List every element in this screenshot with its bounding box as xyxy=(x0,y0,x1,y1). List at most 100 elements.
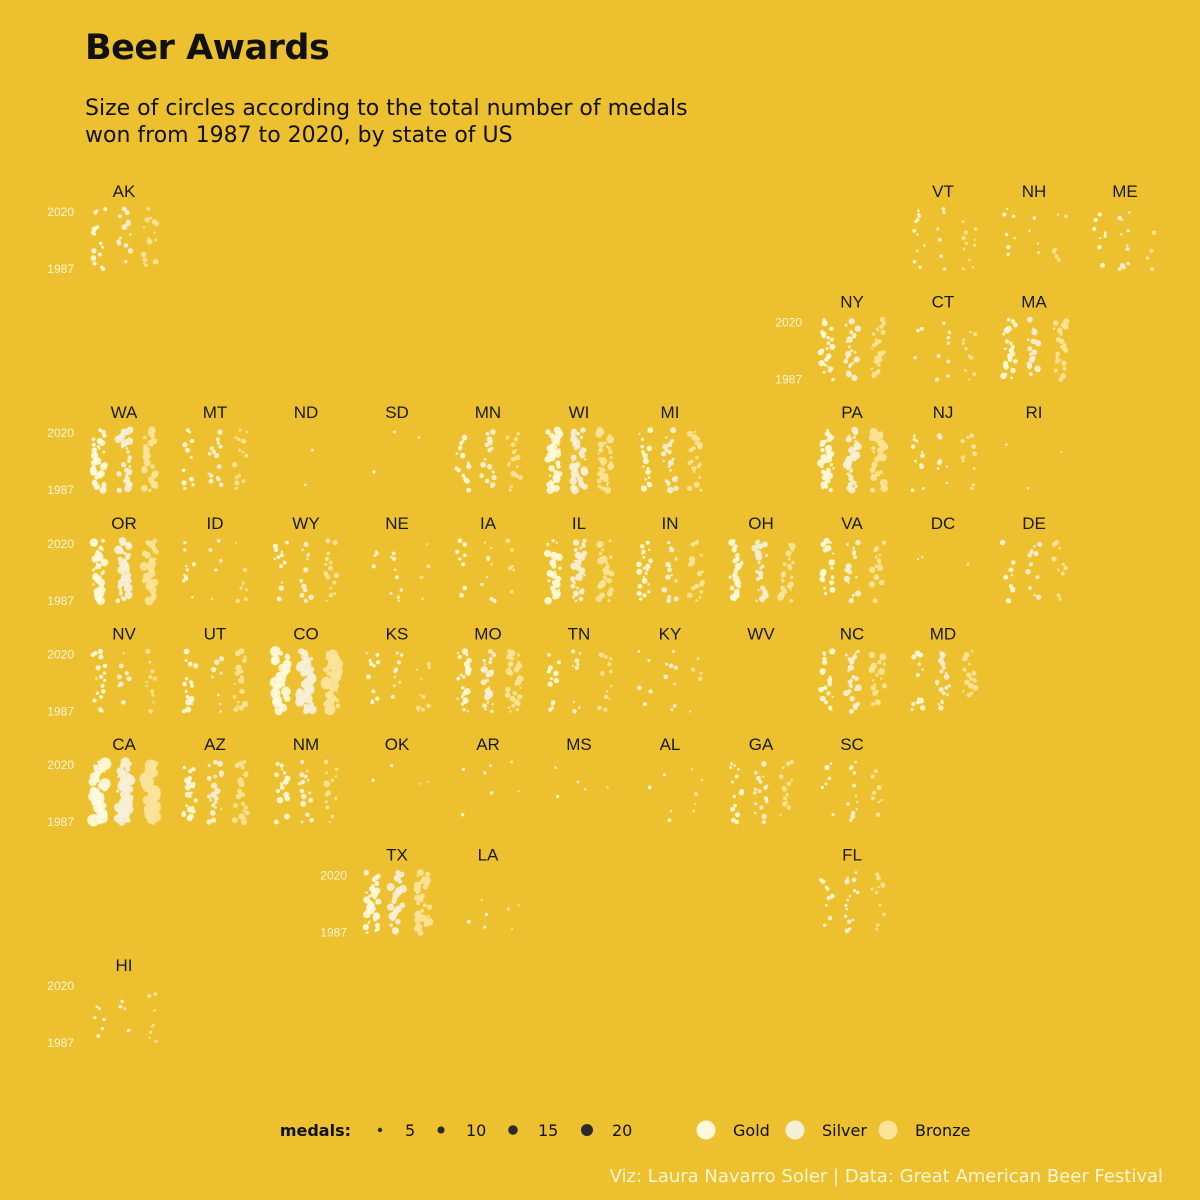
medal-point-gold xyxy=(368,920,371,923)
medal-point-silver xyxy=(1032,216,1037,220)
medal-point-gold xyxy=(96,437,104,445)
medal-point-silver xyxy=(126,1028,131,1033)
medal-point-silver xyxy=(214,568,218,572)
medal-point-gold xyxy=(824,591,828,596)
medal-point-silver xyxy=(847,689,852,694)
medal-point-silver xyxy=(845,563,852,570)
medal-point-bronze xyxy=(243,805,248,810)
medal-point-bronze xyxy=(153,557,157,561)
medal-point-gold xyxy=(463,688,471,695)
medal-point-bronze xyxy=(421,876,426,881)
medal-point-bronze xyxy=(785,792,789,797)
y-axis-max-label: 2020 xyxy=(320,869,347,883)
medal-point-bronze xyxy=(878,579,885,586)
medal-point-gold xyxy=(184,677,189,681)
medal-point-silver xyxy=(574,461,581,468)
medal-point-gold xyxy=(98,545,104,551)
medal-point-gold xyxy=(190,702,194,706)
medal-point-gold xyxy=(644,572,648,575)
medal-point-gold xyxy=(284,775,291,782)
medal-point-bronze xyxy=(699,488,703,492)
medal-point-bronze xyxy=(145,648,151,655)
medal-point-bronze xyxy=(882,662,887,666)
state-tile-mt: MT xyxy=(181,403,249,491)
medal-point-bronze xyxy=(426,904,433,910)
medal-point-silver xyxy=(299,772,305,778)
medal-point-bronze xyxy=(686,430,694,437)
medal-point-gold xyxy=(642,465,645,468)
medal-point-silver xyxy=(1030,548,1033,552)
medal-point-bronze xyxy=(1060,373,1067,379)
medal-point-gold xyxy=(916,328,920,333)
medal-point-silver xyxy=(121,206,127,212)
medal-point-bronze xyxy=(420,597,424,601)
medal-point-gold xyxy=(647,590,651,594)
medal-point-silver xyxy=(1031,327,1035,330)
medal-point-gold xyxy=(1097,245,1102,250)
medal-point-silver xyxy=(758,780,763,784)
medal-point-bronze xyxy=(1054,540,1060,546)
medal-point-gold xyxy=(646,466,650,470)
medal-point-silver xyxy=(575,586,580,590)
medal-point-silver xyxy=(855,701,860,707)
medal-point-gold xyxy=(732,794,736,799)
state-label: MA xyxy=(1021,293,1047,312)
medal-point-gold xyxy=(548,597,551,601)
medal-point-gold xyxy=(276,555,281,560)
state-label: AK xyxy=(113,182,136,201)
medal-point-gold xyxy=(1013,322,1018,328)
medal-point-bronze xyxy=(516,432,520,436)
medal-point-gold xyxy=(461,767,465,771)
medal-point-bronze xyxy=(325,538,331,544)
medal-point-bronze xyxy=(425,917,434,926)
medal-point-gold xyxy=(283,791,290,798)
medal-point-bronze xyxy=(330,778,335,782)
medal-point-silver xyxy=(574,559,582,566)
medal-point-gold xyxy=(281,581,284,584)
medal-point-gold xyxy=(279,553,284,558)
medal-point-gold xyxy=(912,437,916,441)
medal-point-silver xyxy=(760,564,765,569)
medal-point-silver xyxy=(846,336,853,343)
medal-point-bronze xyxy=(785,761,791,767)
medal-point-bronze xyxy=(416,910,420,915)
chart-caption: Viz: Laura Navarro Soler | Data: Great A… xyxy=(609,1166,1163,1187)
medal-point-silver xyxy=(667,540,671,545)
medal-point-gold xyxy=(273,819,279,825)
medal-point-bronze xyxy=(235,598,240,603)
medal-point-bronze xyxy=(418,782,421,785)
medal-point-gold xyxy=(648,689,653,694)
medal-point-gold xyxy=(454,466,459,471)
medal-point-silver xyxy=(853,555,858,560)
medal-point-bronze xyxy=(1150,266,1155,272)
medal-point-gold xyxy=(98,654,104,660)
state-label: MO xyxy=(474,624,501,643)
medal-point-gold xyxy=(98,241,103,246)
medal-point-bronze xyxy=(879,478,888,487)
medal-point-gold xyxy=(1006,252,1010,257)
medal-point-silver xyxy=(853,332,857,336)
medal-point-bronze xyxy=(961,341,965,345)
state-label: NV xyxy=(112,624,136,643)
state-label: NE xyxy=(385,514,409,533)
medal-point-gold xyxy=(824,478,831,484)
medal-point-bronze xyxy=(233,803,239,808)
medal-point-silver xyxy=(854,684,862,692)
medal-point-bronze xyxy=(875,812,881,817)
medal-point-gold xyxy=(95,1005,99,1009)
medal-point-silver xyxy=(389,592,393,595)
medal-point-gold xyxy=(732,575,740,583)
medal-point-bronze xyxy=(509,760,514,764)
medal-point-silver xyxy=(394,575,400,580)
medal-point-bronze xyxy=(236,437,241,442)
state-label: MD xyxy=(930,624,956,643)
medal-point-silver xyxy=(939,651,944,656)
medal-point-bronze xyxy=(151,693,155,697)
medal-point-silver xyxy=(311,448,314,452)
medal-point-gold xyxy=(636,590,642,597)
medal-point-bronze xyxy=(874,338,878,341)
y-axis-min-label: 1987 xyxy=(320,926,347,940)
medal-point-bronze xyxy=(1060,571,1065,576)
medal-point-gold xyxy=(1008,584,1014,589)
medal-point-bronze xyxy=(875,673,879,677)
